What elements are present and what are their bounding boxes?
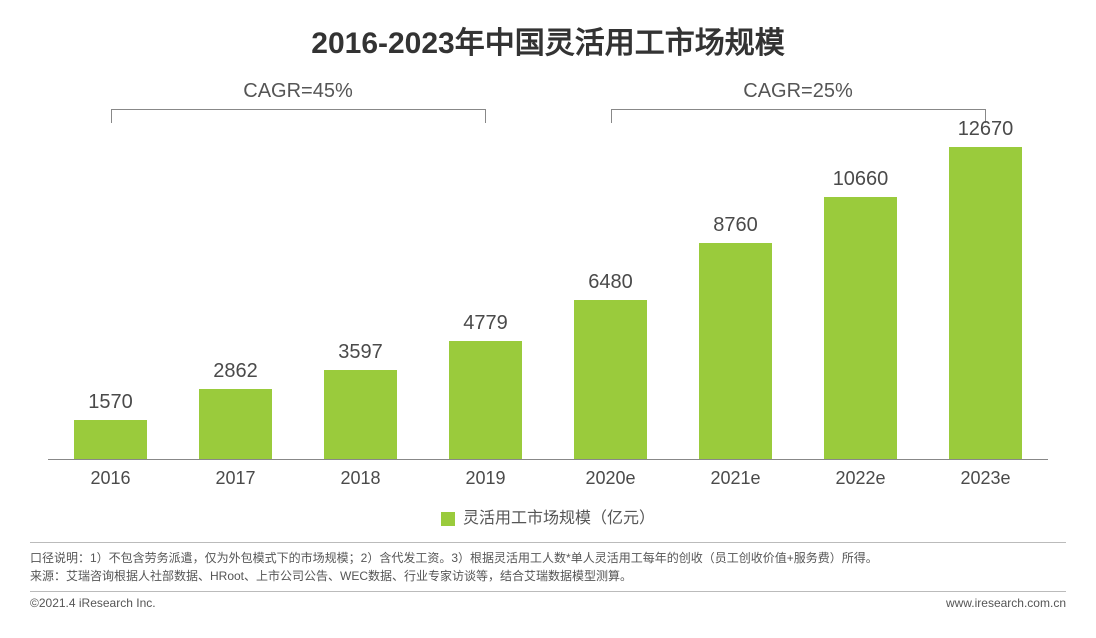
cagr-annotations: CAGR=45% CAGR=25%: [48, 80, 1048, 140]
x-tick-label: 2023e: [923, 468, 1048, 489]
cagr-label: CAGR=25%: [611, 80, 986, 103]
cagr-label: CAGR=45%: [111, 80, 486, 103]
bar-value-label: 2862: [173, 360, 298, 383]
cagr-bracket: [111, 109, 486, 129]
x-axis: 20162017201820192020e2021e2022e2023e: [48, 460, 1048, 492]
x-tick-label: 2016: [48, 468, 173, 489]
footnote-line-1: 口径说明：1）不包含劳务派遣，仅为外包模式下的市场规模；2）含代发工资。3）根据…: [30, 549, 1066, 567]
x-tick-label: 2021e: [673, 468, 798, 489]
x-tick-label: 2019: [423, 468, 548, 489]
bar-value-label: 1570: [48, 391, 173, 414]
bar-value-label: 4779: [423, 312, 548, 335]
footer: ©2021.4 iResearch Inc. www.iresearch.com…: [30, 591, 1066, 610]
chart-container: { "chart": { "type": "bar", "title": "20…: [0, 0, 1096, 638]
chart-area: 1570286235974779648087601066012670 20162…: [48, 140, 1048, 492]
footer-left: ©2021.4 iResearch Inc.: [30, 596, 156, 610]
legend: 灵活用工市场规模（亿元）: [30, 504, 1066, 528]
bar: [949, 147, 1022, 459]
bar-value-label: 6480: [548, 271, 673, 294]
bar-value-label: 10660: [798, 168, 923, 191]
bar: [449, 341, 522, 459]
x-tick-label: 2022e: [798, 468, 923, 489]
footnotes: 口径说明：1）不包含劳务派遣，仅为外包模式下的市场规模；2）含代发工资。3）根据…: [30, 542, 1066, 585]
x-tick-label: 2018: [298, 468, 423, 489]
bar-value-label: 8760: [673, 214, 798, 237]
legend-label: 灵活用工市场规模（亿元）: [463, 510, 655, 527]
bar: [574, 300, 647, 460]
x-tick-label: 2017: [173, 468, 298, 489]
legend-swatch: [441, 512, 455, 526]
bar-value-label: 3597: [298, 341, 423, 364]
x-tick-label: 2020e: [548, 468, 673, 489]
plot-area: 1570286235974779648087601066012670: [48, 140, 1048, 460]
cagr-group: CAGR=45%: [111, 80, 486, 129]
bar: [74, 420, 147, 459]
bar: [199, 389, 272, 459]
bar: [824, 197, 897, 459]
footnote-line-2: 来源：艾瑞咨询根据人社部数据、HRoot、上市公司公告、WEC数据、行业专家访谈…: [30, 567, 1066, 585]
bar: [324, 370, 397, 459]
chart-title: 2016-2023年中国灵活用工市场规模: [30, 18, 1066, 62]
footer-right: www.iresearch.com.cn: [946, 596, 1066, 610]
bar: [699, 243, 772, 459]
bar-value-label: 12670: [923, 118, 1048, 141]
